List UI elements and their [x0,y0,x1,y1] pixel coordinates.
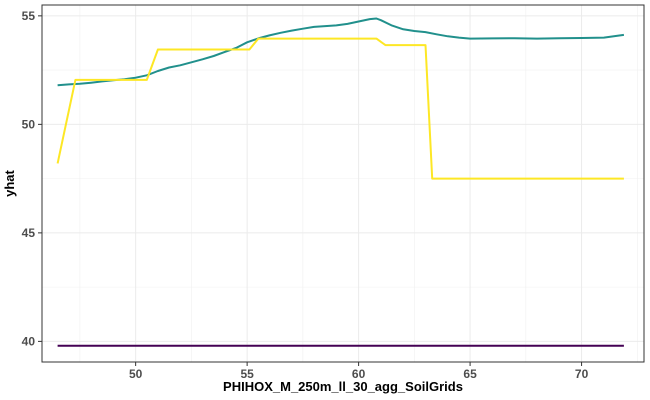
x-tick-label: 70 [575,367,589,381]
y-tick-label: 50 [22,117,36,131]
y-tick-label: 55 [22,9,36,23]
series-layer [56,17,625,347]
series-line-2 [56,37,624,180]
y-axis-title: yhat [2,169,17,196]
series-line-1 [57,17,625,87]
plot-panel-border [41,4,645,363]
x-axis-title: PHIHOX_M_250m_ll_30_agg_SoilGrids [223,379,463,394]
y-axis-ticks: 40 45 50 55 [22,9,42,348]
major-gridlines [42,5,644,362]
y-tick-label: 45 [22,226,36,240]
x-tick-label: 60 [352,367,366,381]
x-axis-ticks: 50 55 60 65 70 [129,362,589,381]
y-tick-label: 40 [22,334,36,348]
x-tick-label: 55 [240,367,254,381]
x-tick-label: 65 [463,367,477,381]
minor-gridlines [42,5,644,362]
x-tick-label: 50 [129,367,143,381]
